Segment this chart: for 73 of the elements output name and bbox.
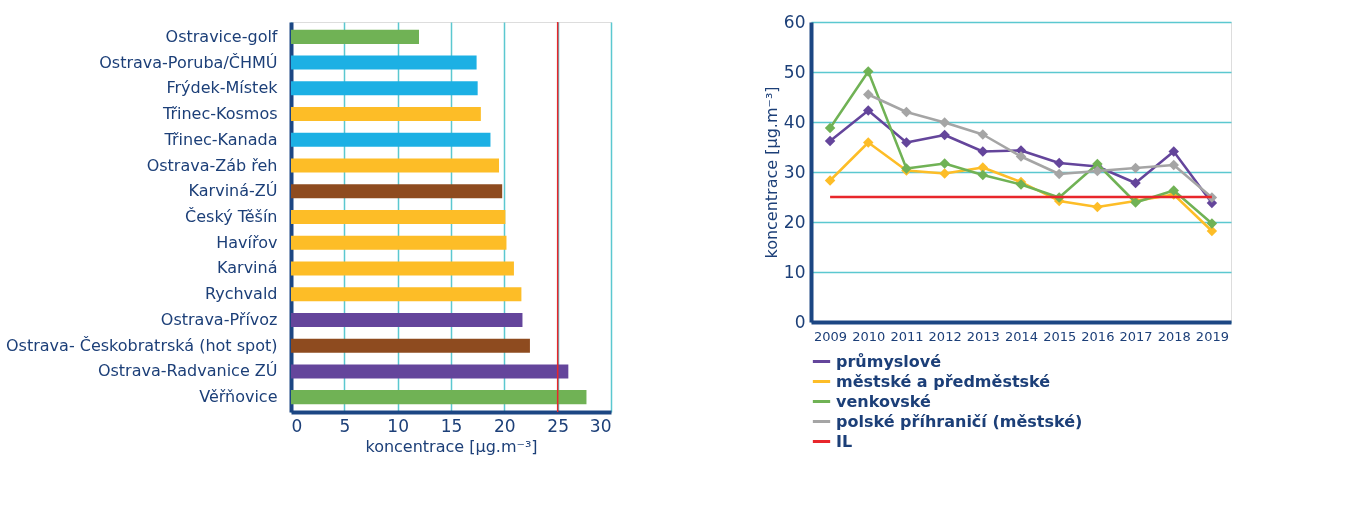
point	[1130, 177, 1141, 189]
x-tick-label: 2019	[1195, 328, 1229, 344]
y-tick-label: Ostrava-Radvanice ZÚ	[97, 361, 278, 381]
point	[939, 129, 950, 141]
y-tick-label: 30	[783, 161, 806, 182]
y-tick-label: Ostrava- Českobratrská (hot spot)	[6, 335, 278, 355]
legend-label: IL	[836, 431, 853, 451]
point	[1130, 162, 1141, 174]
point	[1053, 157, 1065, 169]
point	[1092, 201, 1103, 213]
y-tick-label: Ostrava-Záb řeh	[146, 155, 278, 175]
y-tick-label: Karviná	[217, 258, 278, 278]
point	[863, 105, 874, 116]
y-tick-label: 40	[783, 111, 806, 132]
x-tick-label: 2010	[852, 328, 886, 344]
x-tick-label: 2011	[890, 328, 924, 344]
point	[939, 168, 950, 179]
x-tick-label: 2014	[1004, 328, 1039, 344]
point	[939, 117, 950, 128]
y-tick-label: Rychvald	[204, 284, 278, 304]
point	[1092, 165, 1103, 177]
y-tick-label: 50	[783, 61, 806, 82]
legend-label: městské a předměstské	[836, 371, 1051, 391]
x-tick-label: 2009	[814, 328, 848, 344]
point	[1168, 146, 1179, 157]
y-tick-label: Třinec-Kanada	[163, 129, 278, 149]
x-tick-label: 2017	[1119, 328, 1153, 344]
y-tick-label: Karviná-ZÚ	[188, 181, 278, 201]
point	[863, 137, 874, 148]
y-tick-label: Český Těšín	[185, 207, 278, 226]
y-tick-label: 10	[783, 261, 806, 282]
x-tick-label: 15	[440, 415, 463, 436]
legend-label: průmyslové	[836, 351, 942, 371]
legend-label: polské příhraničí (městské)	[836, 411, 1083, 431]
point	[1206, 218, 1218, 229]
y-axis-title: koncentrace [µg.m⁻³]	[761, 86, 781, 259]
point	[939, 158, 950, 169]
y-tick-label: Frýdek-Místek	[166, 78, 279, 98]
x-tick-label: 2016	[1081, 328, 1115, 344]
y-tick-label: Havířov	[216, 232, 278, 252]
point	[901, 106, 912, 118]
x-tick-label: 5	[339, 415, 351, 436]
x-tick-label: 20	[494, 415, 516, 436]
x-tick-label: 2015	[1043, 328, 1077, 344]
point	[824, 122, 836, 134]
y-tick-label: Třinec-Kosmos	[161, 104, 278, 124]
point	[1168, 185, 1179, 196]
y-tick-label: Věřňovice	[199, 387, 278, 407]
y-tick-label: 20	[783, 211, 806, 232]
y-tick-label: 60	[783, 11, 806, 32]
point	[1168, 159, 1179, 171]
x-tick-label: 2018	[1157, 328, 1191, 344]
point	[824, 135, 836, 147]
x-axis-title: koncentrace [µg.m⁻³]	[365, 436, 538, 456]
x-tick-label: 0	[291, 415, 303, 436]
point	[977, 146, 989, 157]
point	[863, 66, 874, 77]
point	[863, 89, 874, 100]
point	[977, 129, 989, 140]
y-tick-label: Ostravice-golf	[165, 26, 278, 46]
point	[977, 169, 989, 181]
point	[901, 137, 912, 148]
legend-label: venkovské	[836, 391, 932, 411]
x-tick-label: 10	[387, 415, 409, 436]
y-tick-label: Ostrava-Přívoz	[160, 309, 278, 329]
point	[1015, 151, 1027, 162]
x-tick-label: 30	[589, 415, 612, 436]
x-tick-label: 2012	[928, 328, 962, 344]
y-tick-label: Ostrava-Poruba/ČHMÚ	[99, 52, 278, 72]
x-tick-label: 25	[547, 415, 569, 436]
point	[1053, 168, 1065, 180]
x-tick-label: 2013	[966, 328, 1000, 344]
point	[824, 175, 836, 186]
